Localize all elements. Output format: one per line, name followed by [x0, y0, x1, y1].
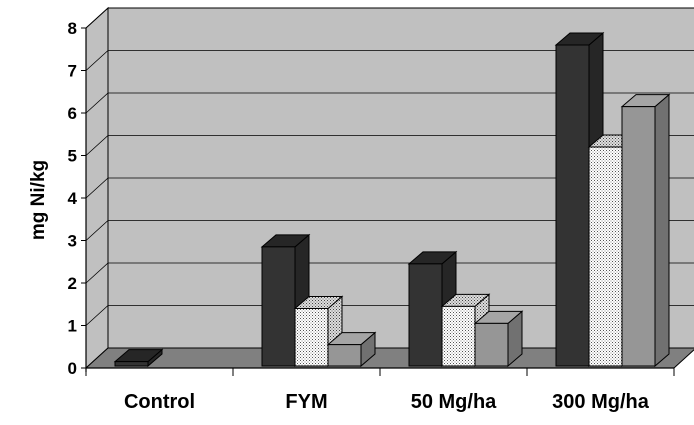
y-tick-label: 0 [68, 359, 77, 378]
gridline [85, 50, 694, 71]
bar [326, 331, 377, 368]
bar-front [261, 246, 296, 367]
x-tick-label: Control [124, 391, 195, 413]
x-tick-label: FYM [285, 391, 327, 413]
x-tick-label: 50 Mg/ha [411, 391, 497, 413]
gridline [85, 262, 694, 284]
y-tick-label: 4 [68, 189, 78, 208]
y-axis-label: mg Ni/kg [28, 160, 49, 240]
chart-walls [81, 6, 694, 376]
x-tick-label: 300 Mg/ha [552, 391, 650, 413]
bar-side [654, 93, 670, 368]
bar [113, 348, 164, 368]
bar-front [441, 305, 476, 367]
gridline [85, 305, 694, 326]
bar [473, 310, 524, 368]
bar-front [588, 146, 623, 367]
y-tick-label: 5 [68, 147, 77, 166]
bar-front [294, 308, 329, 367]
y-tick-label: 8 [68, 19, 77, 38]
bar-front [408, 263, 443, 367]
gridline [85, 92, 694, 114]
y-tick-label: 6 [68, 104, 77, 123]
gridline [85, 220, 694, 241]
gridline [85, 7, 694, 29]
bar-front [474, 322, 509, 367]
bar-front [621, 106, 656, 367]
y-tick-label: 2 [68, 274, 77, 293]
bar-front [114, 361, 149, 367]
bar [293, 295, 344, 368]
chart-bars [113, 31, 671, 368]
y-tick-label: 3 [68, 232, 77, 251]
bar [620, 93, 671, 368]
bar-front [555, 44, 590, 367]
gridline [85, 135, 694, 156]
y-tick-label: 7 [68, 62, 77, 81]
gridline [85, 177, 694, 199]
y-tick-label: 1 [68, 317, 77, 336]
bar-front [327, 344, 362, 367]
chart-labels: mg Ni/kg 0 1 2 3 4 5 6 7 8 Control FYM 50 Mg/ha 300 … [28, 19, 650, 413]
